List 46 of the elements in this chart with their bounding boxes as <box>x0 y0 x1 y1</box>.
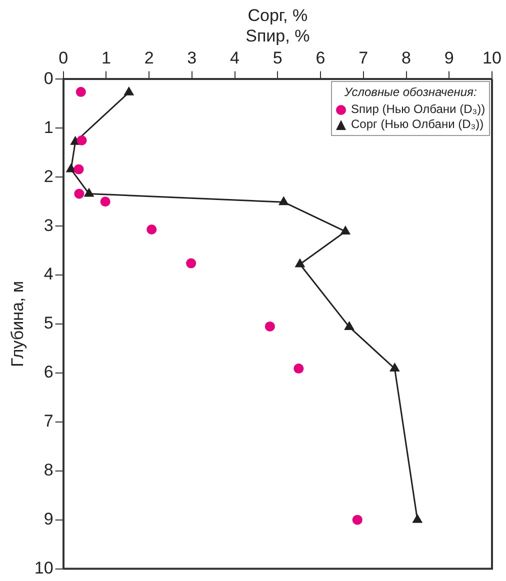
y-tick-label: 5 <box>44 314 54 333</box>
x-tick-label: 10 <box>482 48 502 68</box>
y-axis-title: Глубина, м <box>8 280 27 368</box>
y-tick-label: 8 <box>44 460 54 480</box>
point <box>74 164 84 174</box>
y-tick-label: 7 <box>44 412 54 431</box>
legend-label: Сорг (Нью Олбани (D₃)) <box>351 117 484 132</box>
point <box>294 258 306 268</box>
x-tick-label: 6 <box>316 48 326 68</box>
x-tick-label: 7 <box>358 48 368 68</box>
point <box>278 196 289 206</box>
point <box>76 86 86 97</box>
y-tick-label: 1 <box>44 118 54 137</box>
point <box>412 514 423 523</box>
x-tick-label: 9 <box>444 48 454 68</box>
x-tick-label: 4 <box>230 48 240 68</box>
point <box>352 514 362 525</box>
point <box>294 364 304 374</box>
x-tick-label: 3 <box>187 48 197 68</box>
x-tick-label: 8 <box>402 48 411 68</box>
y-tick-label: 2 <box>44 166 54 186</box>
point <box>340 225 351 234</box>
point <box>389 362 400 372</box>
y-tick-label: 10 <box>34 558 54 578</box>
point <box>264 321 275 332</box>
point <box>146 224 157 235</box>
y-tick-label: 6 <box>44 362 54 382</box>
x-axis-title: Сорг, % Sпир, % <box>246 6 310 46</box>
point <box>344 320 354 330</box>
y-tick-label: 4 <box>44 264 54 284</box>
point <box>124 86 134 96</box>
x-tick-label: 2 <box>144 48 154 68</box>
point <box>100 196 110 207</box>
x-tick-label: 0 <box>58 48 68 68</box>
point <box>186 258 196 268</box>
point <box>66 163 76 172</box>
point <box>76 135 87 146</box>
x-tick-label: 1 <box>101 48 111 68</box>
y-tick-label: 9 <box>44 510 54 529</box>
point <box>84 188 94 197</box>
x-tick-label: 5 <box>272 48 282 68</box>
y-tick-label: 0 <box>44 68 54 88</box>
point <box>74 188 84 199</box>
legend-title: Условные обозначения: <box>343 85 478 100</box>
legend-label: Sпир (Нью Олбани (D₃)) <box>351 102 486 118</box>
y-tick-label: 3 <box>44 216 54 235</box>
